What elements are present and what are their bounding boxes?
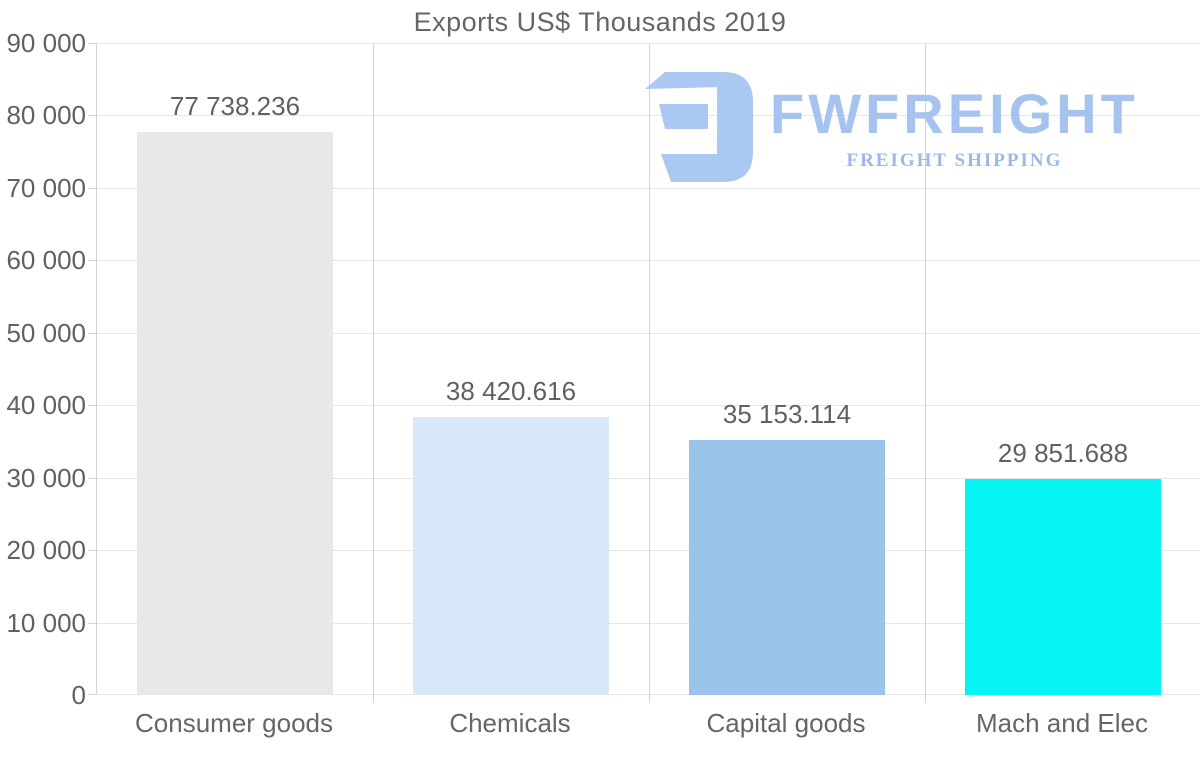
- bar-chemicals: [413, 417, 609, 695]
- h-gridline: [97, 623, 1200, 624]
- y-axis-tick: [88, 115, 96, 116]
- v-gridline: [925, 43, 926, 695]
- h-gridline: [97, 478, 1200, 479]
- h-gridline: [97, 188, 1200, 189]
- bar-mach-and-elec: [965, 479, 1161, 695]
- y-axis-label: 70 000: [6, 173, 86, 203]
- x-axis-tick: [373, 695, 374, 703]
- x-category-label: Chemicals: [449, 708, 571, 738]
- h-gridline: [97, 405, 1200, 406]
- bar-value-label: 29 851.688: [997, 438, 1129, 468]
- y-axis-tick: [88, 333, 96, 334]
- y-axis-label: 40 000: [6, 390, 86, 420]
- x-axis-tick: [925, 695, 926, 703]
- logo-wordmark: FWFREIGHT: [770, 82, 1139, 145]
- bar-capital-goods: [689, 440, 885, 695]
- y-axis-tick: [88, 188, 96, 189]
- x-category-label: Capital goods: [706, 708, 866, 738]
- y-axis-label: 30 000: [6, 463, 86, 493]
- y-axis-label: 20 000: [6, 535, 86, 565]
- h-gridline: [97, 260, 1200, 261]
- y-axis-label: 60 000: [6, 245, 86, 275]
- y-axis-tick: [88, 623, 96, 624]
- plot-area: 77 738.236 38 420.616 35 153.114 29 851.688: [88, 43, 1200, 703]
- v-gridline: [373, 43, 374, 695]
- h-gridline: [97, 550, 1200, 551]
- y-axis-tick: [88, 260, 96, 261]
- y-axis-label: 0: [71, 680, 86, 710]
- fwfreight-logo-icon: [645, 72, 753, 182]
- chart-title: Exports US$ Thousands 2019: [413, 7, 787, 37]
- bar-consumer-goods: [137, 132, 333, 695]
- y-axis-tick: [88, 694, 96, 695]
- logo: FWFREIGHT FREIGHT SHIPPING: [645, 72, 1139, 182]
- y-axis-label: 80 000: [6, 100, 86, 130]
- y-axis-tick: [88, 43, 96, 44]
- y-axis-label: 10 000: [6, 608, 86, 638]
- y-axis-tick: [88, 478, 96, 479]
- bar-value-label: 38 420.616: [445, 376, 577, 406]
- logo-text: FWFREIGHT FREIGHT SHIPPING: [770, 72, 1139, 172]
- x-category-label: Consumer goods: [135, 708, 333, 738]
- v-gridline: [649, 43, 650, 695]
- bar-value-label: 35 153.114: [722, 399, 852, 429]
- y-axis-label: 50 000: [6, 318, 86, 348]
- h-gridline: [97, 694, 1200, 695]
- y-axis-label: 90 000: [6, 28, 86, 58]
- h-gridline: [97, 43, 1200, 44]
- x-category-label: Mach and Elec: [976, 708, 1148, 738]
- y-axis-tick: [88, 405, 96, 406]
- logo-tagline: FREIGHT SHIPPING: [846, 150, 1063, 171]
- x-axis-tick: [649, 695, 650, 703]
- h-gridline: [97, 333, 1200, 334]
- y-axis-tick: [88, 550, 96, 551]
- h-gridline: [97, 115, 1200, 116]
- bar-value-label: 77 738.236: [169, 91, 301, 121]
